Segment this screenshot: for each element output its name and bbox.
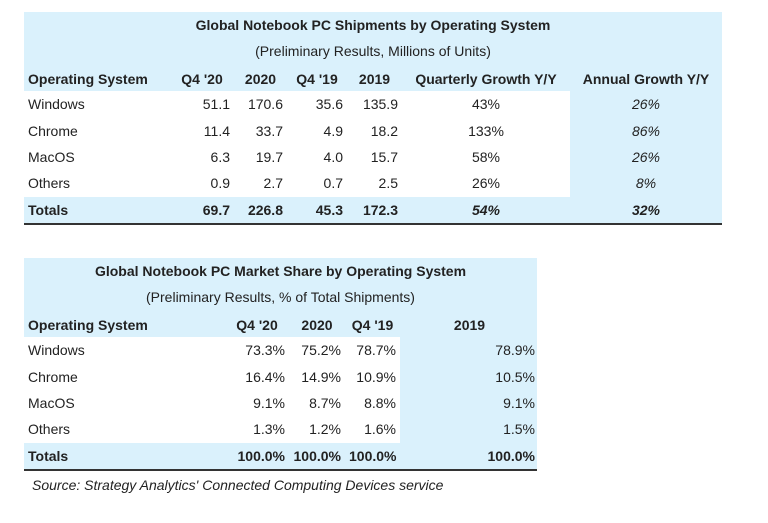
cell-value: 9.1% (503, 395, 535, 411)
totals-label: Totals (28, 201, 69, 218)
totals-value: 100.0% (349, 447, 397, 464)
column-header: Operating System (28, 316, 148, 333)
column-header: 2019 (453, 316, 486, 333)
cell-value: 2.7 (263, 175, 283, 192)
table-title: Global Notebook PC Market Share by Opera… (94, 263, 467, 279)
cell-value: 51.1 (202, 96, 230, 113)
cell-value: 0.7 (323, 175, 343, 192)
totals-value: 32% (631, 201, 661, 218)
column-header: 2020 (301, 316, 333, 333)
cell-value: 1.6% (364, 421, 396, 438)
cell-value: 15.7 (370, 149, 398, 165)
cell-value: 78.9% (495, 342, 535, 359)
cell-value: 11.4 (203, 122, 230, 139)
row-label: Windows (28, 96, 85, 113)
row-label: MacOS (28, 149, 75, 165)
cell-value: 4.9 (323, 122, 343, 139)
cell-value: 18.2 (370, 122, 398, 139)
totals-value: 54% (471, 201, 501, 218)
cell-value: 8.7% (309, 395, 341, 411)
cell-value: 2.5 (378, 175, 398, 192)
totals-value: 45.3 (315, 201, 343, 218)
row-label: MacOS (28, 395, 75, 411)
totals-value: 100.0% (487, 447, 535, 464)
column-header: 2020 (244, 70, 277, 87)
row-label: Windows (28, 342, 85, 359)
cell-value: 170.6 (247, 96, 283, 113)
source-note: Source: Strategy Analytics' Connected Co… (32, 477, 444, 493)
cell-value: 1.3% (253, 421, 285, 438)
cell-value: 1.5% (503, 421, 535, 438)
cell-value: 73.3% (245, 342, 285, 359)
cell-value: 0.9 (210, 175, 230, 192)
totals-value: 100.0% (237, 447, 285, 464)
cell-value: 26% (631, 96, 661, 113)
table-title: Global Notebook PC Shipments by Operatin… (195, 17, 551, 33)
cell-value: 35.6 (315, 96, 343, 113)
row-label: Others (28, 175, 71, 192)
totals-value: 226.8 (247, 201, 283, 218)
cell-value: 133% (468, 122, 504, 139)
totals-value: 69.7 (202, 201, 230, 218)
cell-value: 10.5% (495, 368, 535, 385)
column-header: Q4 '20 (181, 70, 223, 87)
row-background (24, 91, 570, 197)
column-header: Q4 '20 (236, 316, 278, 333)
cell-value: 1.2% (309, 421, 341, 438)
cell-value: 16.4% (245, 368, 285, 385)
table-subtitle: (Preliminary Results, % of Total Shipmen… (146, 289, 415, 306)
cell-value: 14.9% (301, 368, 341, 385)
row-label: Others (28, 421, 71, 438)
cell-value: 135.9 (362, 96, 398, 113)
cell-value: 86% (631, 122, 661, 139)
column-header: Q4 '19 (296, 70, 338, 87)
totals-value: 100.0% (293, 447, 341, 464)
cell-value: 9.1% (253, 395, 285, 411)
column-header: Q4 '19 (351, 316, 394, 333)
cell-value: 33.7 (255, 122, 283, 139)
cell-value: 26% (631, 149, 661, 165)
column-header: Annual Growth Y/Y (582, 70, 710, 87)
cell-value: 8% (635, 175, 657, 192)
table-subtitle: (Preliminary Results, Millions of Units) (255, 43, 491, 60)
bottom-rule (24, 223, 722, 226)
column-header: 2019 (358, 70, 391, 87)
cell-value: 4.0 (323, 149, 343, 165)
cell-value: 19.7 (255, 149, 283, 165)
totals-value: 172.3 (362, 201, 398, 218)
cell-value: 26% (471, 175, 501, 192)
cell-value: 6.3 (210, 149, 230, 165)
cell-value: 43% (471, 96, 501, 113)
bottom-rule (24, 469, 537, 472)
cell-value: 78.7% (356, 342, 396, 359)
cell-value: 75.2% (301, 342, 341, 359)
row-label: Chrome (28, 122, 78, 139)
row-background (24, 337, 400, 443)
column-header: Quarterly Growth Y/Y (415, 70, 557, 87)
cell-value: 58% (471, 149, 501, 165)
cell-value: 10.9% (356, 368, 396, 385)
column-header: Operating System (28, 70, 148, 87)
row-label: Chrome (28, 368, 78, 385)
totals-label: Totals (28, 447, 69, 464)
cell-value: 8.8% (364, 395, 396, 411)
